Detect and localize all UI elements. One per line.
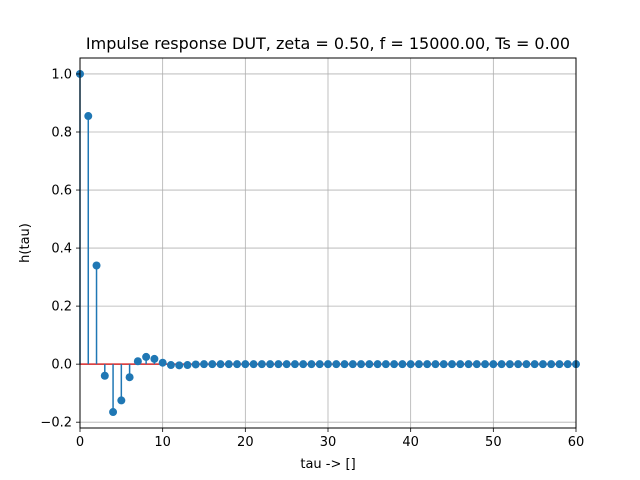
stem-marker <box>307 360 316 369</box>
stem-marker <box>200 360 208 369</box>
y-tick-label: 0.6 <box>51 184 72 199</box>
stem-marker <box>406 360 415 369</box>
stem-marker <box>563 360 572 369</box>
markers <box>76 69 580 417</box>
stem-marker <box>257 360 266 369</box>
stem-marker <box>92 261 101 270</box>
stem-marker <box>348 360 357 369</box>
stem-marker <box>282 360 291 369</box>
stem-marker <box>555 360 564 369</box>
stem-marker <box>216 360 225 369</box>
stem-marker <box>423 360 432 369</box>
stem-marker <box>166 361 175 370</box>
stem-marker <box>472 360 481 369</box>
chart-title: Impulse response DUT, zeta = 0.50, f = 1… <box>86 34 570 53</box>
stem-marker <box>84 112 93 121</box>
stem-marker <box>464 360 473 369</box>
stem-marker <box>481 360 490 369</box>
stem-marker <box>497 360 506 369</box>
plot-area <box>76 57 580 429</box>
x-tick-label: 0 <box>76 435 84 450</box>
stem-marker <box>142 352 151 361</box>
x-axis-label: tau -> [] <box>300 457 355 472</box>
y-axis-label: h(tau) <box>18 223 33 263</box>
stem-marker <box>414 360 423 369</box>
stem-marker <box>158 358 167 367</box>
y-tick-label: 0.2 <box>51 300 72 315</box>
stem-marker <box>175 361 184 370</box>
stem-marker <box>332 360 341 369</box>
stem-marker <box>373 360 382 369</box>
stem-marker <box>357 360 366 369</box>
stem-marker <box>530 360 539 369</box>
stem-marker <box>150 354 159 363</box>
y-tick-label: 1.0 <box>51 67 72 82</box>
x-tick-label: 20 <box>237 435 254 450</box>
x-tick-label: 10 <box>154 435 171 450</box>
stem-marker <box>514 360 523 369</box>
y-tick-label: 0.4 <box>51 242 72 257</box>
stem-marker <box>365 360 374 369</box>
x-tick-label: 40 <box>402 435 419 450</box>
stem-marker <box>208 360 217 369</box>
stem-marker <box>340 360 349 369</box>
stem-marker <box>390 360 399 369</box>
stem-marker <box>398 360 407 369</box>
stem-marker <box>109 408 118 417</box>
y-tick-label: −0.2 <box>40 416 72 431</box>
stem-marker <box>100 371 109 380</box>
stem-marker <box>315 360 324 369</box>
stem-marker <box>241 360 250 369</box>
stem-marker <box>522 360 531 369</box>
stem-marker <box>439 360 448 369</box>
stem-marker <box>274 360 283 369</box>
stem-marker <box>538 360 547 369</box>
stem-marker <box>489 360 498 369</box>
stem-marker <box>125 373 134 382</box>
stem-marker <box>448 360 456 369</box>
stem-marker <box>290 360 299 369</box>
stem-marker <box>117 396 126 405</box>
stem-marker <box>133 357 142 366</box>
stem-marker <box>266 360 275 369</box>
stem-marker <box>456 360 465 369</box>
stem-marker <box>299 360 308 369</box>
stem-marker <box>183 361 192 370</box>
stem-marker <box>224 360 233 369</box>
stem-marker <box>547 360 556 369</box>
x-axis-ticks: 0 10 20 30 40 50 60 <box>76 428 584 450</box>
x-tick-label: 60 <box>568 435 585 450</box>
stem-marker <box>324 360 332 369</box>
stem-marker <box>431 360 440 369</box>
stem-marker <box>381 360 390 369</box>
stem-marker <box>233 360 242 369</box>
y-tick-label: 0.8 <box>51 126 72 141</box>
y-tick-label: 0.0 <box>51 358 72 373</box>
stem-marker <box>191 360 200 369</box>
stem-marker <box>505 360 514 369</box>
y-axis-ticks: −0.2 0.0 0.2 0.4 0.6 0.8 1.0 <box>40 67 80 431</box>
x-tick-label: 30 <box>320 435 337 450</box>
x-tick-label: 50 <box>485 435 502 450</box>
stem-marker <box>249 360 258 369</box>
